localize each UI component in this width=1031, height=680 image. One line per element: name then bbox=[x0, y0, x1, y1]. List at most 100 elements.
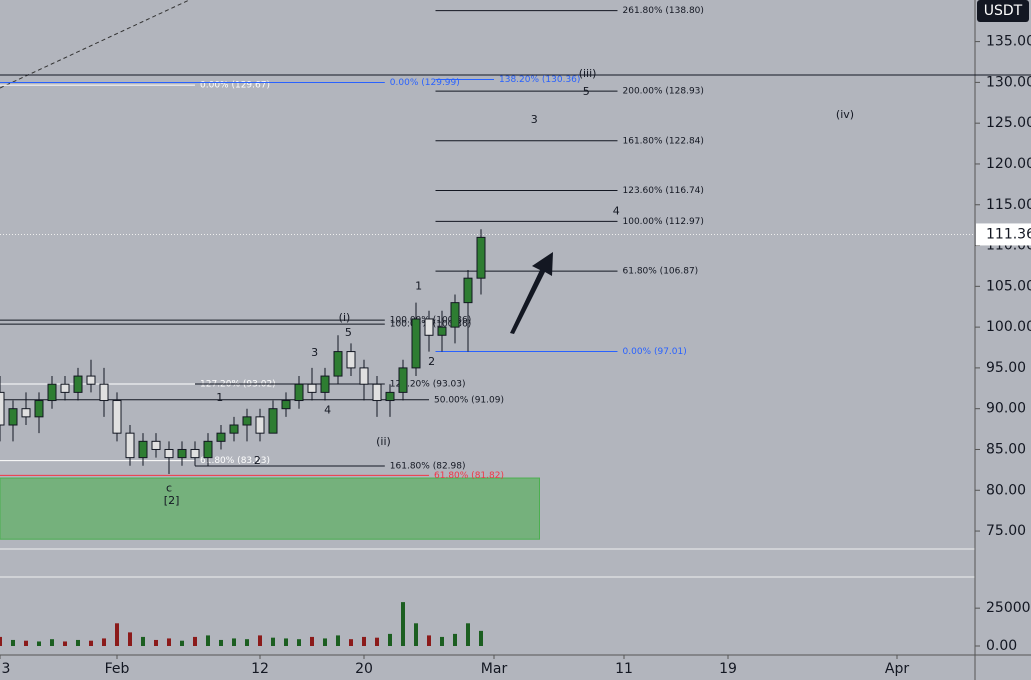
volume-bar bbox=[258, 635, 262, 646]
volume-bar bbox=[479, 630, 483, 646]
x-tick-label: Feb bbox=[105, 661, 130, 677]
wave-label: (ii) bbox=[376, 435, 391, 448]
candle-body bbox=[463, 277, 473, 304]
volume-bar bbox=[50, 639, 54, 646]
candle-body bbox=[450, 302, 460, 328]
fib-label: 161.80% (122.84) bbox=[623, 136, 704, 146]
trend-line bbox=[0, 0, 191, 89]
volume-bar bbox=[89, 640, 93, 646]
candle-body bbox=[8, 408, 18, 426]
x-tick-label: 12 bbox=[251, 661, 269, 677]
volume-bar bbox=[141, 636, 145, 646]
volume-bar bbox=[63, 641, 67, 646]
candle-body bbox=[125, 432, 135, 459]
volume-bar bbox=[219, 639, 223, 646]
wave-label: (i) bbox=[339, 311, 351, 324]
fib-label: 138.20% (130.36) bbox=[499, 75, 580, 85]
x-tick-label: 19 bbox=[719, 661, 737, 677]
volume-bar bbox=[375, 637, 379, 646]
candle-body bbox=[229, 424, 239, 434]
volume-bar bbox=[180, 640, 184, 646]
y-tick-label: 95.00 bbox=[986, 360, 1026, 376]
candle-body bbox=[47, 383, 57, 402]
fib-label: 127.20% (93.02) bbox=[200, 380, 276, 390]
y-tick-label: 120.00 bbox=[986, 156, 1031, 172]
volume-bar bbox=[128, 632, 132, 646]
candle-body bbox=[99, 383, 109, 402]
volume-bar bbox=[115, 623, 119, 646]
volume-bar bbox=[453, 633, 457, 646]
candle-body bbox=[359, 367, 369, 385]
y-tick-label: 90.00 bbox=[986, 401, 1026, 417]
fib-label: 61.80% (81.82) bbox=[434, 471, 504, 481]
fib-label: 50.00% (91.09) bbox=[434, 395, 504, 405]
fib-label: 0.00% (97.01) bbox=[623, 347, 687, 357]
x-tick-label: 3 bbox=[2, 661, 11, 677]
volume-bar bbox=[193, 636, 197, 646]
fib-label: 61.80% (106.87) bbox=[623, 267, 699, 277]
price-label: 111.36 bbox=[986, 226, 1031, 242]
fib-label: 200.00% (128.93) bbox=[623, 87, 704, 97]
candle-body bbox=[255, 416, 265, 434]
candle-body bbox=[294, 383, 304, 402]
candle-body bbox=[333, 351, 343, 377]
volume-bar bbox=[271, 637, 275, 646]
y-tick-label: 105.00 bbox=[986, 278, 1031, 294]
candle-body bbox=[60, 383, 70, 393]
wave-label: 5 bbox=[583, 85, 590, 98]
volume-bar bbox=[336, 635, 340, 646]
candle-body bbox=[0, 391, 5, 426]
volume-bar bbox=[297, 639, 301, 646]
candle-body bbox=[307, 383, 317, 393]
y-tick-label: 115.00 bbox=[986, 197, 1031, 213]
candle-body bbox=[242, 416, 252, 426]
wave-label: 2 bbox=[254, 454, 261, 467]
candle-body bbox=[398, 367, 408, 393]
candle-body bbox=[203, 440, 213, 459]
wave-label: 4 bbox=[613, 204, 620, 217]
volume-bar bbox=[245, 639, 249, 646]
candle-body bbox=[437, 326, 447, 336]
wave-label: [2] bbox=[164, 494, 180, 507]
y-tick-label: 85.00 bbox=[986, 441, 1026, 457]
wave-label: 1 bbox=[415, 279, 422, 292]
y-tick-label: 125.00 bbox=[986, 115, 1031, 131]
volume-bar bbox=[427, 635, 431, 646]
fib-label: 0.00% (129.99) bbox=[390, 78, 460, 88]
x-tick-label: 11 bbox=[615, 661, 633, 677]
candle-body bbox=[86, 375, 96, 385]
volume-bar bbox=[24, 640, 28, 646]
candle-body bbox=[164, 448, 174, 459]
currency-badge bbox=[977, 0, 1029, 22]
candle-body bbox=[346, 351, 356, 369]
volume-bar bbox=[323, 638, 327, 646]
x-tick-label: Mar bbox=[481, 661, 508, 677]
plot: 135.00130.00125.00120.00115.00110.00105.… bbox=[0, 6, 1031, 677]
candle-body bbox=[281, 400, 291, 410]
fib-label: 161.80% (82.98) bbox=[390, 461, 466, 471]
fib-label: 261.80% (138.80) bbox=[623, 6, 704, 16]
wave-label: 5 bbox=[345, 326, 352, 339]
wave-label: 2 bbox=[428, 355, 435, 368]
y-tick-label: 80.00 bbox=[986, 482, 1026, 498]
fib-label: 61.80% (83.63) bbox=[200, 456, 270, 466]
candle-body bbox=[190, 448, 200, 459]
y-tick-label: 130.00 bbox=[986, 74, 1031, 90]
volume-bar bbox=[284, 638, 288, 646]
fib-label: 127.20% (93.03) bbox=[390, 379, 466, 389]
wave-label: 4 bbox=[324, 403, 331, 416]
candle-body bbox=[411, 318, 421, 369]
x-tick-label: Apr bbox=[885, 661, 909, 677]
volume-bar bbox=[102, 638, 106, 646]
candle-body bbox=[424, 318, 434, 336]
candle-body bbox=[73, 375, 83, 393]
wave-label: 1 bbox=[216, 391, 223, 404]
volume-bar bbox=[414, 623, 418, 646]
candle-body bbox=[138, 440, 148, 459]
zone bbox=[0, 477, 540, 540]
candle-body bbox=[216, 432, 226, 442]
y-tick-label: 135.00 bbox=[986, 34, 1031, 50]
